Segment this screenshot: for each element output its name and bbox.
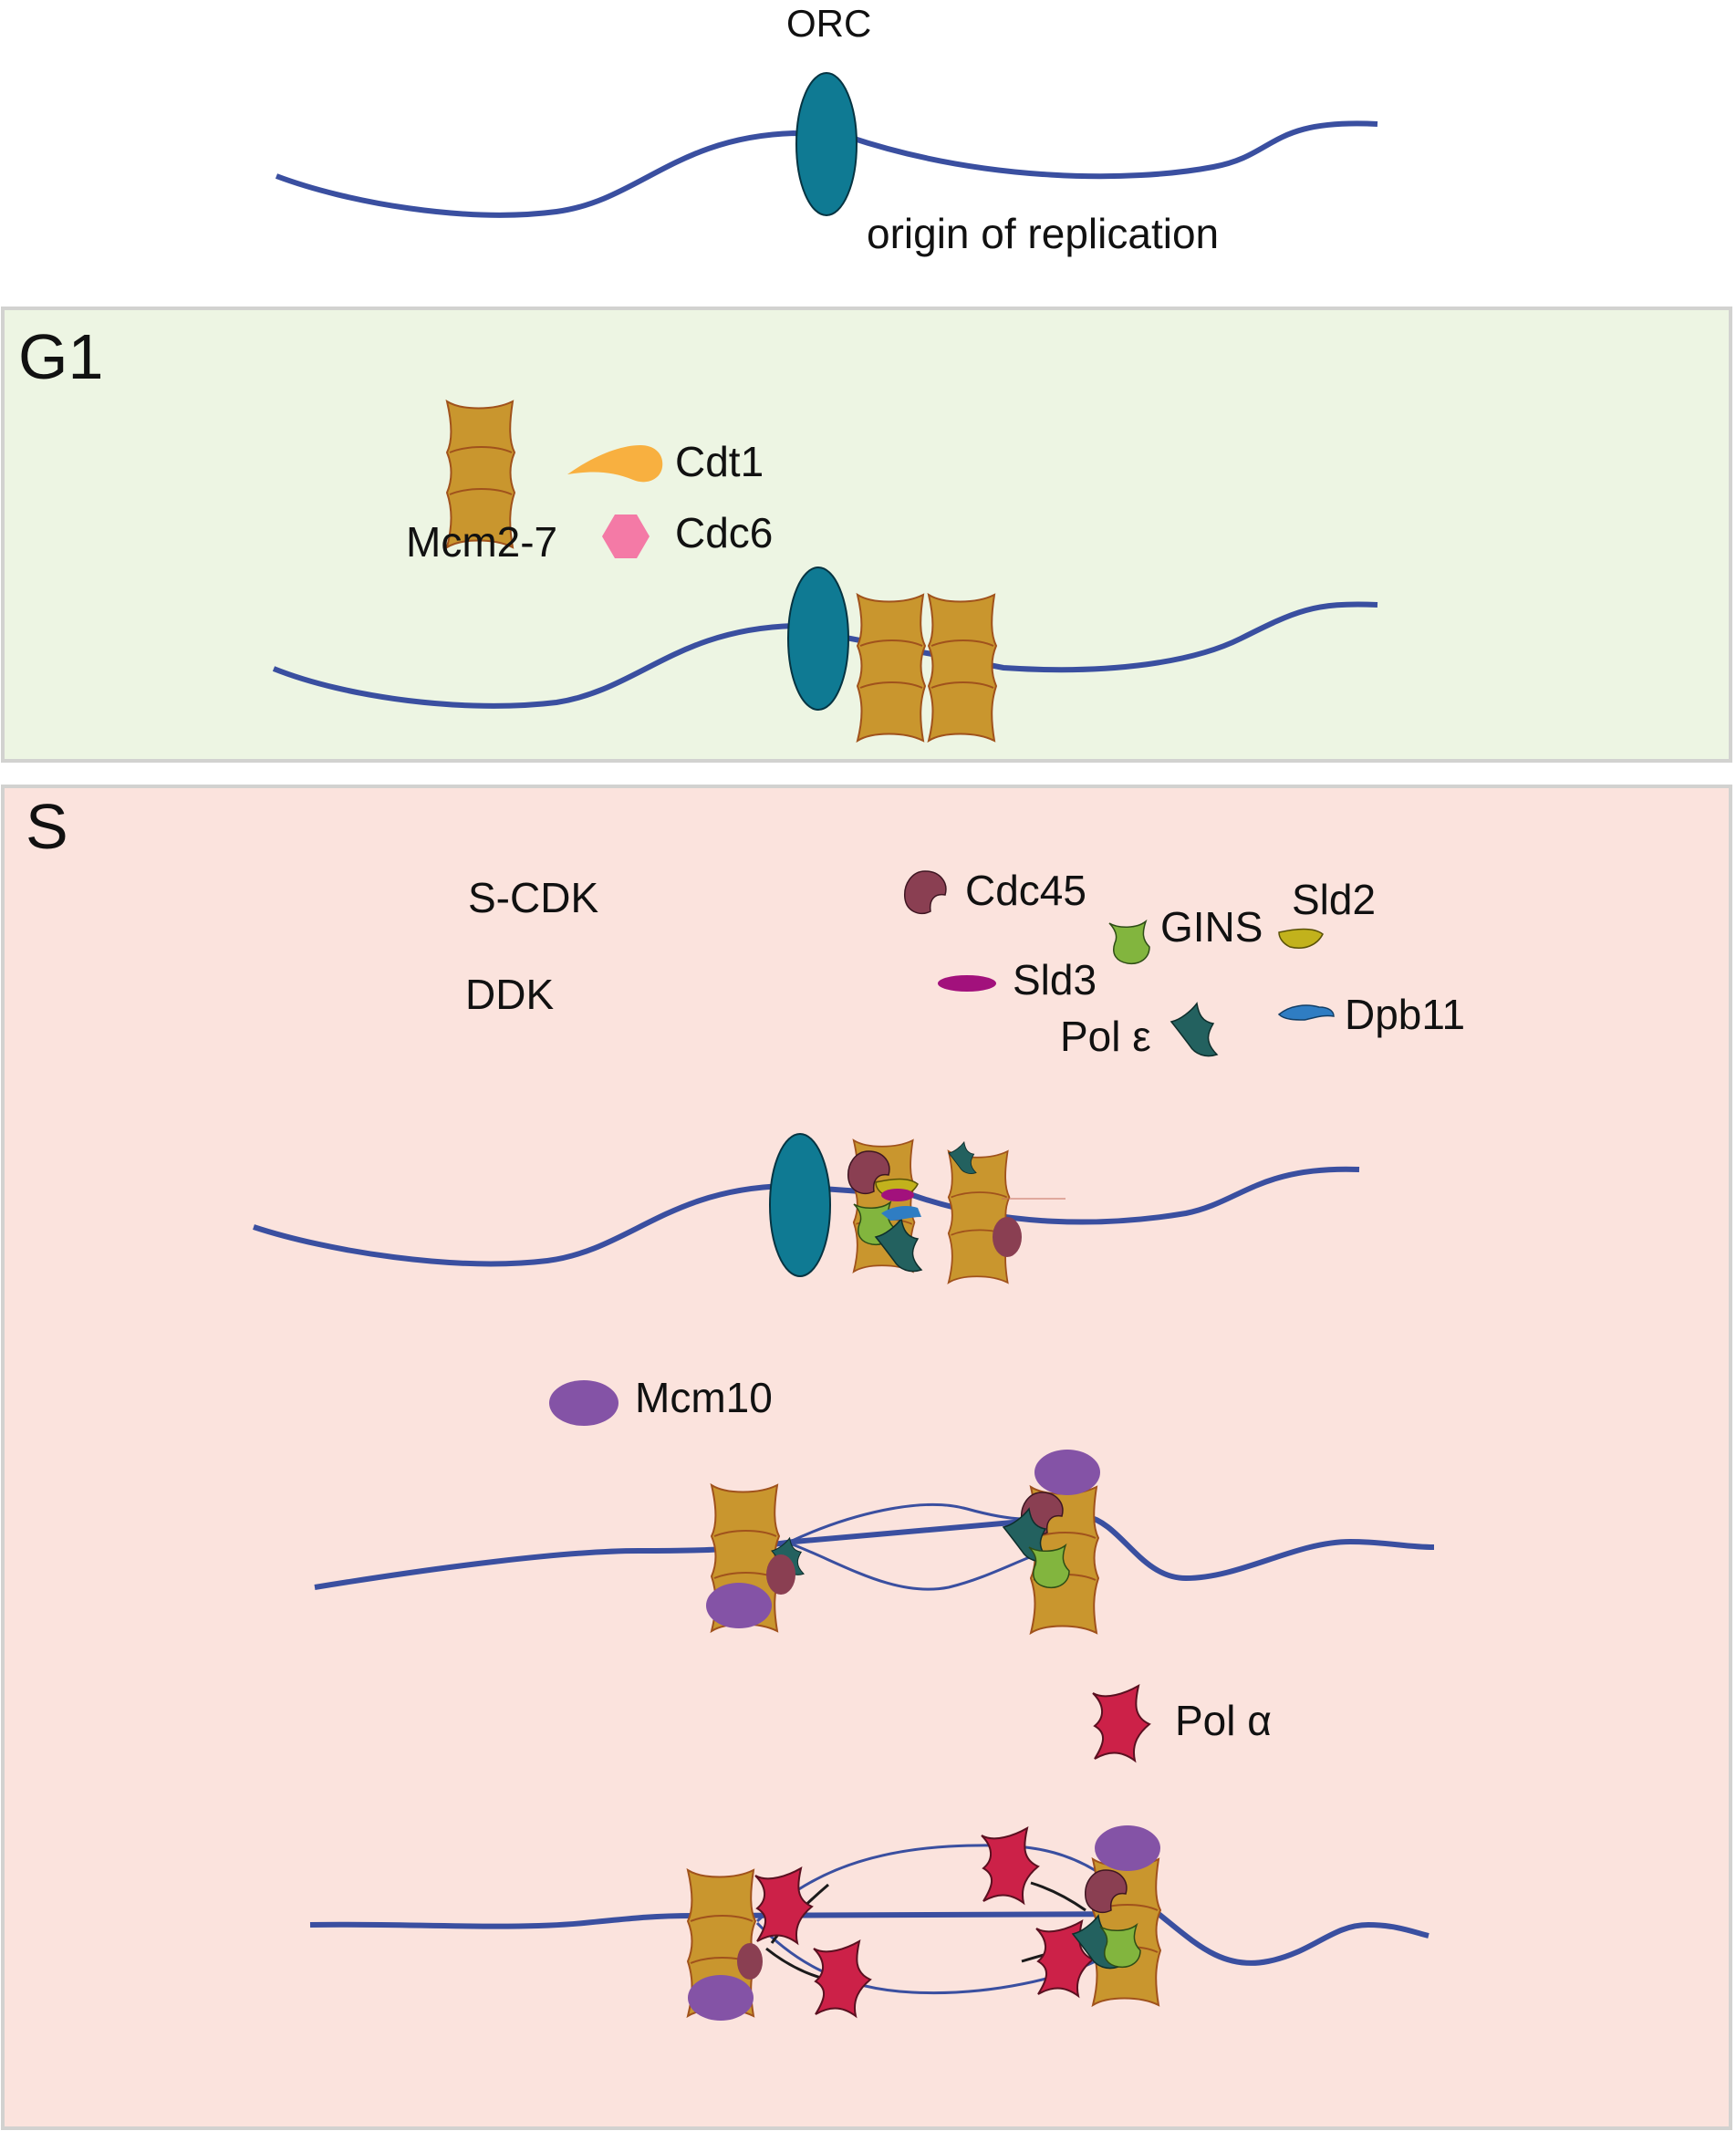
g1-panel-background [1, 307, 1732, 763]
primer-strand [1030, 1881, 1086, 1912]
s-title: S [26, 791, 68, 862]
mcm10-protein [1034, 1450, 1100, 1495]
orc-complex [769, 1133, 831, 1277]
gins-protein [1099, 1924, 1141, 1969]
g1-title: G1 [18, 321, 103, 392]
mcm10-protein [706, 1583, 772, 1628]
origin-label: origin of replication [867, 210, 1219, 257]
s-panel-background [1, 785, 1732, 2130]
orc-complex [787, 567, 849, 711]
ddk-label: DDK [465, 971, 554, 1018]
sld3-label: Sld3 [1013, 956, 1097, 1003]
mcm-helicase-right [947, 1150, 1011, 1284]
mcm-double-hexamer-left [857, 594, 926, 742]
mcm10-protein [549, 1380, 619, 1426]
gins-label: GINS [1160, 903, 1263, 951]
gins-protein [1108, 920, 1150, 965]
mcm2-7-label: Mcm2-7 [406, 518, 557, 566]
sld3-protein [938, 975, 996, 992]
cdt1-label: Cdt1 [675, 438, 764, 485]
mcm10-label: Mcm10 [635, 1374, 773, 1421]
cdc45-protein [766, 1554, 795, 1595]
cdc45-label: Cdc45 [965, 867, 1086, 914]
gins-protein [1028, 1544, 1070, 1589]
cdc45-protein [993, 1217, 1022, 1257]
cdc6-protein [602, 515, 650, 558]
origin-section: ORC origin of replication [275, 2, 1378, 257]
mcm10-protein [1095, 1825, 1160, 1871]
orc-complex [795, 72, 858, 216]
dna-strand [309, 1910, 1429, 1966]
cdc6-label: Cdc6 [675, 509, 773, 556]
mcm-double-hexamer-right [928, 594, 997, 742]
sld3-protein [881, 1189, 914, 1201]
sld2-protein [1278, 928, 1324, 949]
pol-epsilon-label: Pol ε [1060, 1013, 1151, 1060]
g1-panel: G1 Mcm2-7 Cdt1 Cdc6 [1, 307, 1732, 763]
dna-strand [272, 601, 1378, 709]
dpb11-protein [881, 1206, 921, 1221]
s-cdk-label: S-CDK [468, 874, 598, 921]
dpb11-label: Dpb11 [1345, 991, 1465, 1038]
sld2-label: Sld2 [1292, 876, 1376, 923]
dna-strand [314, 1512, 1435, 1590]
cdt1-protein [567, 445, 663, 483]
pol-alpha-label: Pol α [1175, 1697, 1272, 1744]
cdc45-protein [737, 1943, 763, 1980]
mcm10-protein [688, 1975, 754, 2021]
dpb11-protein [1277, 1004, 1335, 1021]
s-panel: S S-CDK DDK Cdc45 GINS Sld2 Sld3 Pol ε D… [1, 785, 1732, 2130]
orc-label: ORC [786, 2, 871, 45]
